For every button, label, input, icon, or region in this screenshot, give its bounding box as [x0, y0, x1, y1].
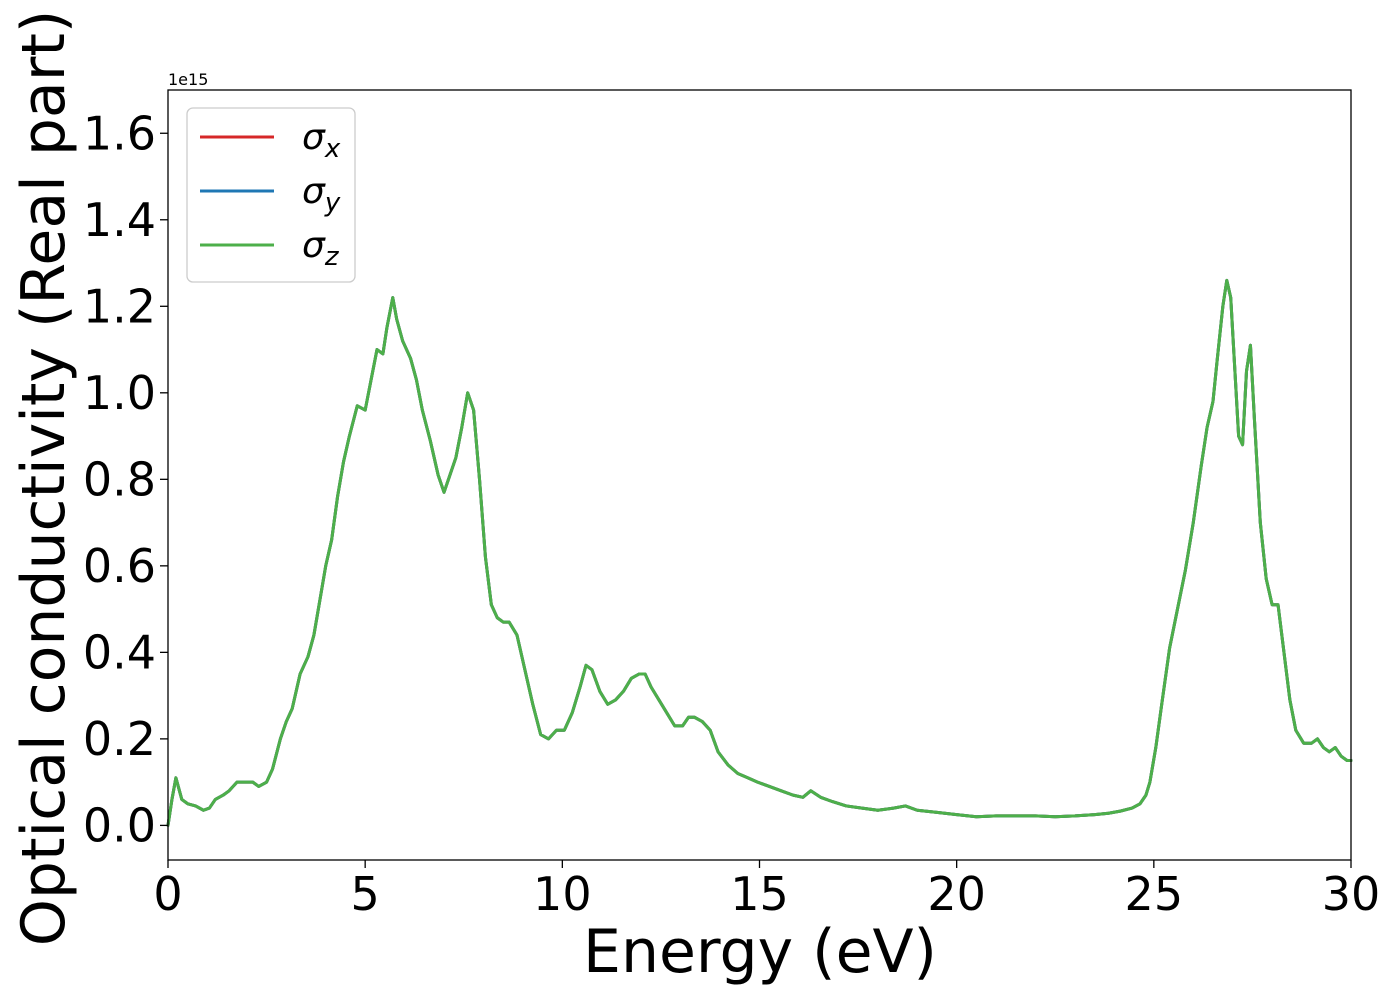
- y-offset-label: 1e15: [168, 70, 208, 89]
- y-tick-label: 0.2: [83, 712, 156, 766]
- legend: σx σy σz: [186, 107, 356, 283]
- y-tick-label: 0.4: [83, 625, 156, 679]
- x-tick-label: 15: [730, 867, 789, 921]
- y-tick-label: 0.0: [83, 798, 156, 852]
- x-tick-label: 5: [351, 867, 380, 921]
- x-tick-label: 20: [927, 867, 986, 921]
- series-lines: [166, 278, 1353, 827]
- legend-label: σx: [302, 117, 341, 164]
- y-tick-label: 0.6: [83, 539, 156, 593]
- y-tick-label: 1.2: [83, 279, 156, 333]
- x-axis-title: Energy (eV): [583, 917, 937, 987]
- legend-box: [186, 107, 356, 283]
- series-line-3: [166, 278, 1353, 827]
- x-tick-label: 25: [1125, 867, 1184, 921]
- legend-label: σz: [302, 225, 340, 272]
- y-tick-label: 1.0: [83, 366, 156, 420]
- legend-label: σy: [302, 171, 341, 218]
- y-tick-label: 0.8: [83, 452, 156, 506]
- y-axis-title: Optical conductivity (Real part): [9, 10, 79, 947]
- y-tick-label: 1.4: [83, 193, 156, 247]
- y-axis: 0.0 0.2 0.4 0.6 0.8 1.0 1.2 1.4 1.6: [83, 106, 168, 852]
- x-axis: 0 5 10 15 20 25 30: [153, 860, 1380, 921]
- y-tick-label: 1.6: [83, 106, 156, 160]
- x-tick-label: 0: [153, 867, 182, 921]
- x-tick-label: 30: [1322, 867, 1381, 921]
- x-tick-label: 10: [533, 867, 592, 921]
